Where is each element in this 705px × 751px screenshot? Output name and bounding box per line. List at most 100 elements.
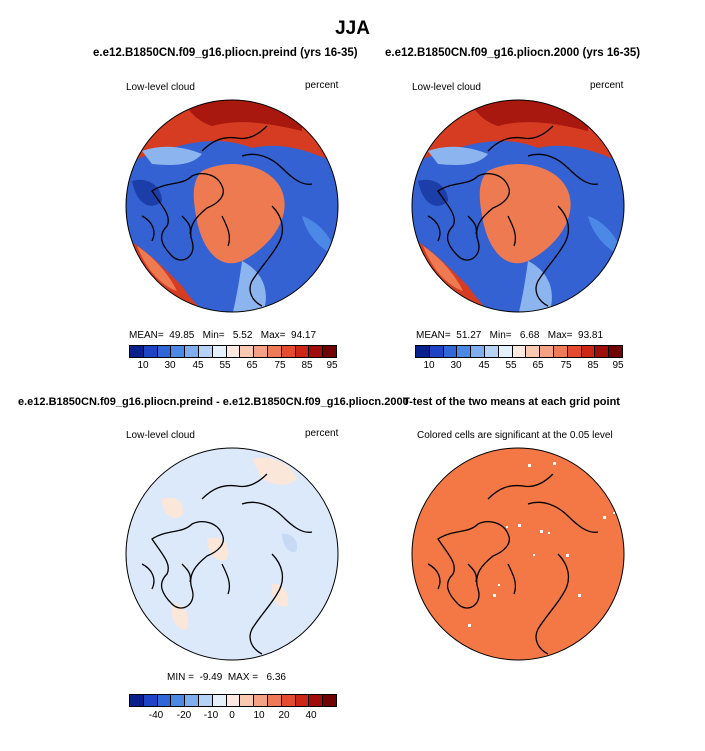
- colorbar-swatch: [240, 346, 255, 357]
- colorbar-swatch: [185, 346, 199, 357]
- map-coastlines: [141, 125, 313, 307]
- colorbar-tick: 65: [246, 360, 258, 371]
- colorbar-swatch: [171, 695, 186, 706]
- map-arctic-cloud-region: [193, 163, 285, 264]
- colorbar-swatch: [512, 346, 527, 357]
- colorbar-swatch: [198, 695, 213, 706]
- colorbar-swatch: [143, 346, 158, 357]
- colorbar-tick: 30: [450, 360, 462, 371]
- map-arctic-cloud-region: [479, 163, 571, 264]
- colorbar-swatch: [281, 346, 296, 357]
- colorbar-tick: 10: [253, 710, 265, 721]
- colorbar-swatch: [416, 346, 430, 357]
- colorbar-tick: -10: [203, 710, 219, 721]
- panel1-title: e.e12.B1850CN.f09_g16.pliocn.preind (yrs…: [93, 47, 358, 59]
- colorbar-swatch: [212, 695, 227, 706]
- colorbar-swatch: [254, 695, 268, 706]
- colorbar-swatch: [309, 346, 324, 357]
- map-coastlines: [427, 473, 599, 655]
- colorbar-swatch: [295, 346, 310, 357]
- colorbar-swatch: [157, 346, 172, 357]
- panel3-colorbar: [129, 694, 337, 707]
- colorbar-tick: 10: [137, 360, 149, 371]
- colorbar-tick: 30: [164, 360, 176, 371]
- panel1-variable-label: Low-level cloud: [126, 82, 195, 93]
- map-coastlines: [141, 473, 313, 655]
- colorbar-swatch: [581, 346, 596, 357]
- colorbar-swatch: [226, 695, 241, 706]
- colorbar-swatch: [295, 695, 310, 706]
- panel1-colorbar: [129, 345, 337, 358]
- main-title: JJA: [335, 18, 370, 39]
- colorbar-tick: -20: [176, 710, 192, 721]
- colorbar-tick: 75: [560, 360, 572, 371]
- colorbar-swatch: [323, 695, 336, 706]
- panel3-colorbar-ticks: -40 -20 -10 0 10 20 40: [129, 710, 335, 724]
- colorbar-swatch: [540, 346, 554, 357]
- colorbar-swatch: [198, 346, 213, 357]
- map-coastlines: [427, 125, 599, 307]
- colorbar-swatch: [609, 346, 622, 357]
- colorbar-tick: 45: [192, 360, 204, 371]
- colorbar-swatch: [212, 346, 227, 357]
- colorbar-tick: 20: [278, 710, 290, 721]
- colorbar-swatch: [457, 346, 472, 357]
- colorbar-swatch: [267, 346, 282, 357]
- panel4-subtitle: Colored cells are significant at the 0.0…: [417, 430, 613, 441]
- colorbar-tick: 85: [587, 360, 599, 371]
- colorbar-tick: 95: [326, 360, 338, 371]
- colorbar-swatch: [185, 695, 199, 706]
- colorbar-tick: 55: [505, 360, 517, 371]
- colorbar-swatch: [526, 346, 541, 357]
- colorbar-swatch: [240, 695, 255, 706]
- panel1-stats: MEAN= 49.85 Min= 5.52 Max= 94.17: [129, 330, 317, 341]
- panel4-title: T-test of the two means at each grid poi…: [403, 396, 620, 408]
- panel1-polar-map: [125, 99, 339, 313]
- map-significance-field: [412, 448, 624, 660]
- panel2-polar-map: [411, 99, 625, 313]
- panel2-colorbar: [415, 345, 623, 358]
- colorbar-tick: 0: [229, 710, 235, 721]
- colorbar-swatch: [595, 346, 610, 357]
- colorbar-swatch: [498, 346, 513, 357]
- colorbar-tick: -40: [148, 710, 164, 721]
- panel2-variable-label: Low-level cloud: [412, 82, 481, 93]
- panel1-units-label: percent: [305, 80, 339, 91]
- panel3-title: e.e12.B1850CN.f09_g16.pliocn.preind - e.…: [18, 396, 409, 408]
- colorbar-tick: 45: [478, 360, 490, 371]
- colorbar-swatch: [254, 346, 268, 357]
- panel4-polar-map: [411, 447, 625, 661]
- panel3-variable-label: Low-level cloud: [126, 430, 195, 441]
- panel2-colorbar-ticks: 10 30 45 55 65 75 85 95: [415, 360, 623, 374]
- colorbar-swatch: [471, 346, 485, 357]
- panel3-units-label: percent: [305, 428, 339, 439]
- panel2-title: e.e12.B1850CN.f09_g16.pliocn.2000 (yrs 1…: [385, 47, 641, 59]
- colorbar-tick: 10: [423, 360, 435, 371]
- colorbar-swatch: [143, 695, 158, 706]
- colorbar-swatch: [484, 346, 499, 357]
- map-light-region-nw: [142, 146, 202, 165]
- colorbar-swatch: [553, 346, 568, 357]
- colorbar-tick: 40: [305, 710, 317, 721]
- colorbar-swatch: [309, 695, 324, 706]
- colorbar-swatch: [429, 346, 444, 357]
- colorbar-swatch: [130, 695, 144, 706]
- colorbar-tick: 75: [274, 360, 286, 371]
- panel3-polar-map: [125, 447, 339, 661]
- map-non-significant-cells: [456, 462, 615, 647]
- panel2-units-label: percent: [590, 80, 624, 91]
- colorbar-tick: 85: [301, 360, 313, 371]
- colorbar-swatch: [281, 695, 296, 706]
- panel3-stats: MIN = -9.49 MAX = 6.36: [167, 672, 286, 683]
- panel2-stats: MEAN= 51.27 Min= 6.68 Max= 93.81: [416, 330, 604, 341]
- panel1-colorbar-ticks: 10 30 45 55 65 75 85 95: [129, 360, 338, 374]
- colorbar-swatch: [267, 695, 282, 706]
- map-difference-field: [126, 448, 338, 660]
- colorbar-swatch: [157, 695, 172, 706]
- colorbar-swatch: [567, 346, 582, 357]
- colorbar-tick: 55: [219, 360, 231, 371]
- colorbar-swatch: [226, 346, 241, 357]
- colorbar-swatch: [130, 346, 144, 357]
- colorbar-swatch: [323, 346, 336, 357]
- colorbar-swatch: [171, 346, 186, 357]
